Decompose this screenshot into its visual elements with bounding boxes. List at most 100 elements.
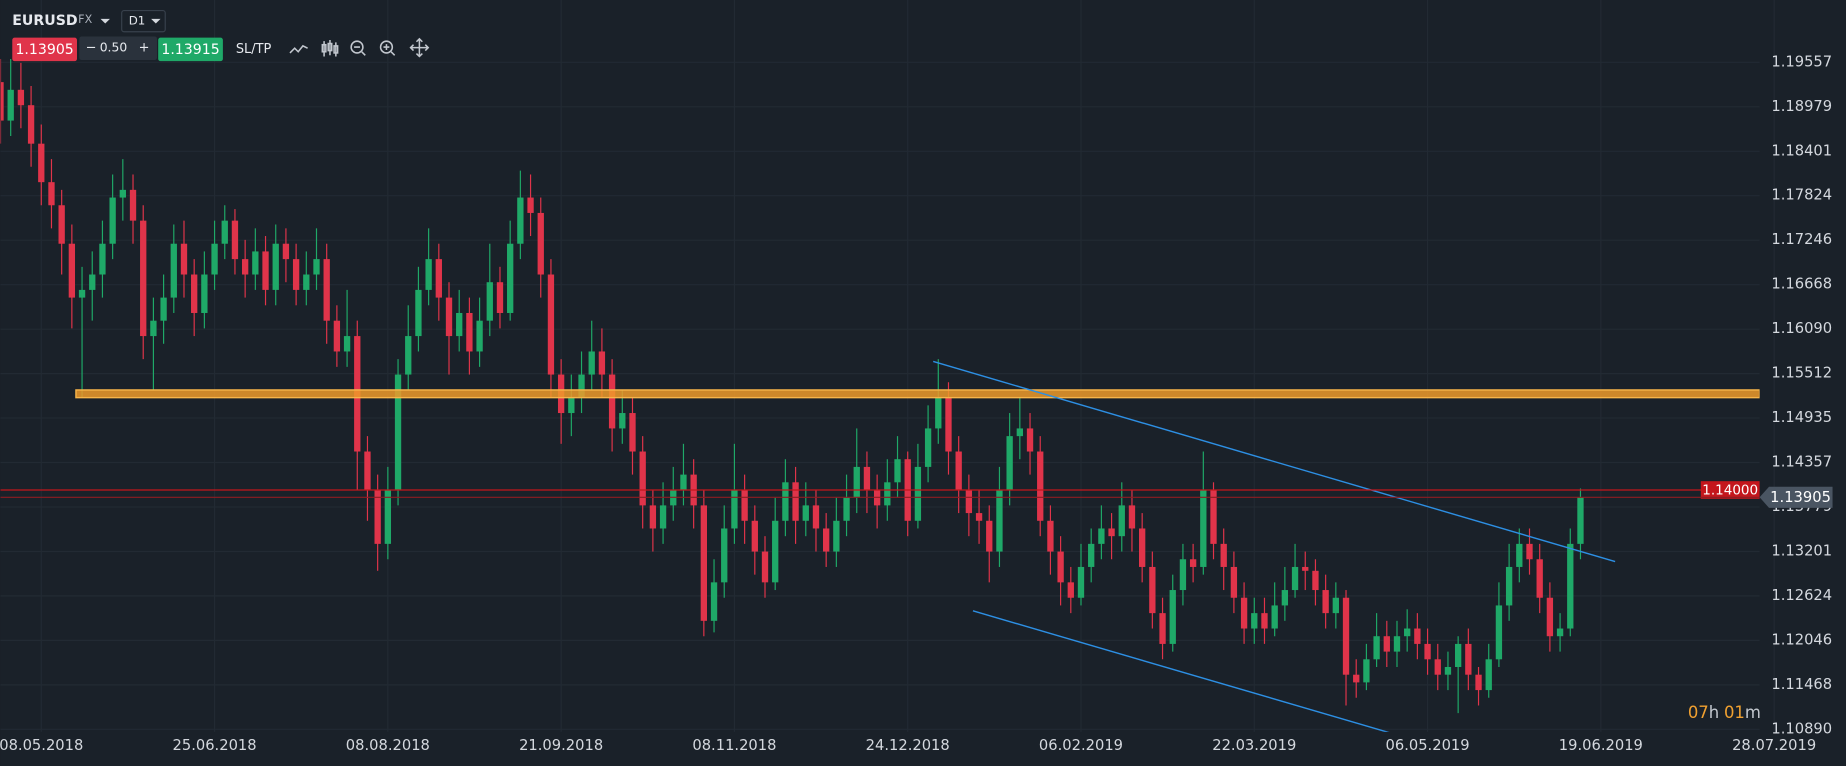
candle-body — [1057, 551, 1064, 583]
axes: 1.19557 1.18979 1.18401 1.17824 1.17246 1.166… — [0, 53, 1833, 754]
candle-body — [1444, 667, 1452, 675]
buy-price[interactable]: 1.13915 — [161, 42, 219, 58]
candle-body — [1312, 570, 1319, 591]
candle-body — [1454, 643, 1462, 668]
candle-body — [1128, 505, 1136, 529]
candle-body — [180, 243, 188, 275]
candle-body — [364, 451, 371, 490]
line-chart-icon[interactable] — [289, 44, 308, 54]
candle-body — [27, 105, 35, 144]
candle-body — [343, 336, 351, 352]
symbol[interactable]: EURUSD — [12, 13, 77, 29]
candle-body — [78, 289, 86, 298]
candle-body — [537, 212, 544, 275]
timeframe[interactable]: D1 — [129, 14, 146, 28]
candle-body — [629, 413, 636, 452]
support-zone — [75, 389, 1760, 399]
candle-body — [843, 497, 850, 521]
candle-body — [853, 466, 860, 498]
candle-body — [945, 397, 952, 452]
candle-body — [1006, 436, 1013, 490]
candle-body — [568, 397, 575, 414]
market-dropdown[interactable] — [100, 18, 110, 24]
candle-body — [394, 374, 402, 490]
y-tick-label: 1.17246 — [1771, 231, 1832, 248]
candle-body — [262, 251, 269, 290]
y-tick-label: 1.12624 — [1771, 587, 1832, 604]
candle-body — [955, 451, 962, 490]
buy-button[interactable] — [158, 37, 223, 62]
candle-body — [1505, 566, 1513, 606]
candle-body — [1118, 505, 1125, 537]
candle-body — [38, 143, 45, 183]
candle-body — [7, 89, 14, 121]
candle-body — [486, 282, 493, 321]
candle-body — [639, 451, 646, 506]
candle-body — [1332, 597, 1339, 614]
candle-chart-icon[interactable] — [321, 40, 339, 57]
price-level-label: 1.14000 — [1702, 483, 1758, 499]
y-tick-label: 1.16668 — [1771, 276, 1832, 293]
candle-body — [1424, 643, 1431, 660]
candle-body — [751, 520, 758, 552]
lot-minus[interactable]: − — [86, 41, 97, 56]
candle-body — [201, 274, 208, 313]
candle-body — [119, 189, 126, 198]
sell-price[interactable]: 1.13905 — [15, 42, 73, 58]
sltp-button[interactable]: SL/TP — [236, 42, 272, 57]
y-tick-label: 1.13201 — [1771, 542, 1832, 559]
candle-body — [1353, 674, 1360, 683]
candle-body — [547, 274, 555, 375]
candle-body — [710, 582, 718, 621]
price-level-tag — [1700, 481, 1760, 499]
y-tick-label: 1.15512 — [1771, 365, 1832, 382]
zoom-out-icon[interactable] — [350, 40, 366, 56]
candle-body — [833, 520, 840, 552]
candle-body — [1383, 636, 1390, 652]
candle-body — [772, 520, 779, 583]
lot-plus[interactable]: + — [139, 41, 150, 56]
candle-body — [1230, 566, 1238, 598]
candle-body — [496, 282, 504, 313]
x-tick-label: 08.08.2018 — [346, 737, 430, 754]
sell-button[interactable] — [12, 37, 77, 62]
pan-icon[interactable] — [409, 37, 430, 58]
candle-body — [863, 466, 871, 490]
candle-body — [99, 243, 106, 275]
candle-body — [129, 189, 137, 221]
candle-body — [1138, 528, 1146, 567]
countdown-minutes: 01 — [1724, 703, 1745, 722]
y-tick-label: 1.14357 — [1771, 454, 1832, 471]
candle-body — [700, 505, 708, 621]
y-tick-label: 1.17824 — [1771, 187, 1832, 204]
y-tick-label: 1.14935 — [1771, 409, 1832, 426]
zoom-in-icon[interactable] — [379, 40, 396, 56]
candle-body — [1414, 628, 1421, 644]
candle-body — [211, 243, 218, 275]
candle-body — [1404, 628, 1411, 637]
candle-body — [1088, 543, 1095, 567]
candle-body — [823, 528, 830, 552]
candle-body — [1556, 628, 1564, 637]
timeframe-box[interactable] — [121, 10, 166, 33]
lot-size[interactable]: 0.50 — [100, 41, 128, 55]
candle-body — [1159, 613, 1166, 644]
candle-body — [588, 351, 595, 375]
market: FX — [78, 13, 92, 26]
candle-body — [1220, 543, 1227, 567]
timeframe-dropdown[interactable] — [151, 18, 161, 24]
candle-body — [1240, 597, 1248, 629]
candle-body — [1149, 566, 1156, 614]
toolbar: EURUSD FX D1 1.13905 − 0.50 + 1.13915 SL… — [12, 10, 430, 62]
candle-body — [731, 489, 738, 529]
candle-body — [415, 289, 422, 337]
candle-body — [1373, 636, 1380, 660]
candle-body — [252, 251, 259, 275]
candle-body — [619, 413, 626, 429]
candle-body — [608, 374, 616, 429]
last-price-tag — [1759, 486, 1833, 508]
y-tick-label: 1.16090 — [1771, 320, 1832, 337]
countdown-h: h — [1709, 703, 1719, 722]
x-tick-label: 28.07.2019 — [1732, 737, 1816, 754]
